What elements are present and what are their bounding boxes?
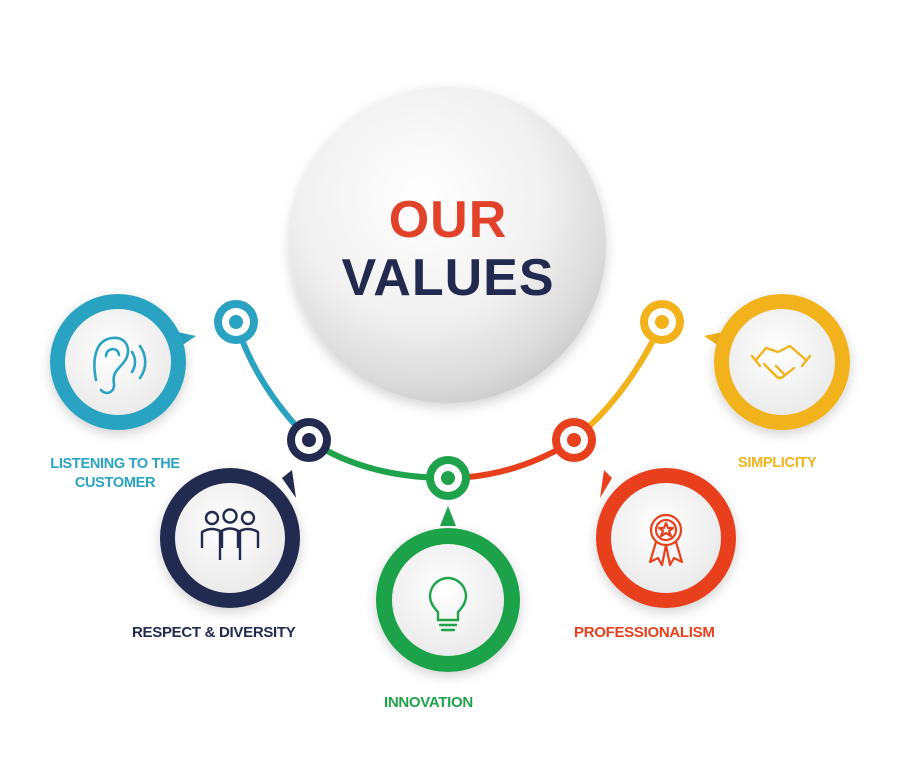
handshake-icon	[750, 344, 812, 380]
bubble-respect	[160, 468, 300, 608]
bubble-professionalism	[596, 468, 736, 608]
label-listening-line2: CUSTOMER	[74, 475, 156, 491]
center-sphere	[290, 87, 606, 403]
ear-icon	[93, 336, 147, 395]
award-ribbon-icon	[648, 513, 684, 567]
label-simplicity: SIMPLICITY	[738, 455, 817, 471]
bubble-listening	[50, 294, 196, 430]
label-respect: RESPECT & DIVERSITY	[132, 624, 296, 641]
label-listening: LISTENING TO THE CUSTOMER	[26, 455, 204, 493]
title-values: VALUES	[341, 249, 555, 307]
node-navy	[287, 418, 331, 462]
people-icon	[200, 508, 260, 560]
bubble-simplicity	[704, 294, 850, 430]
node-yellow	[640, 300, 684, 344]
label-listening-line1: LISTENING TO THE	[50, 456, 180, 472]
connector-yellow	[571, 319, 665, 443]
node-red	[552, 418, 596, 462]
lightbulb-icon	[428, 576, 468, 632]
node-green	[426, 456, 470, 500]
node-teal	[214, 300, 258, 344]
label-innovation: INNOVATION	[384, 694, 473, 711]
label-professionalism: PROFESSIONALISM	[574, 624, 715, 641]
title-our: OUR	[388, 191, 508, 249]
bubble-innovation	[376, 506, 520, 672]
